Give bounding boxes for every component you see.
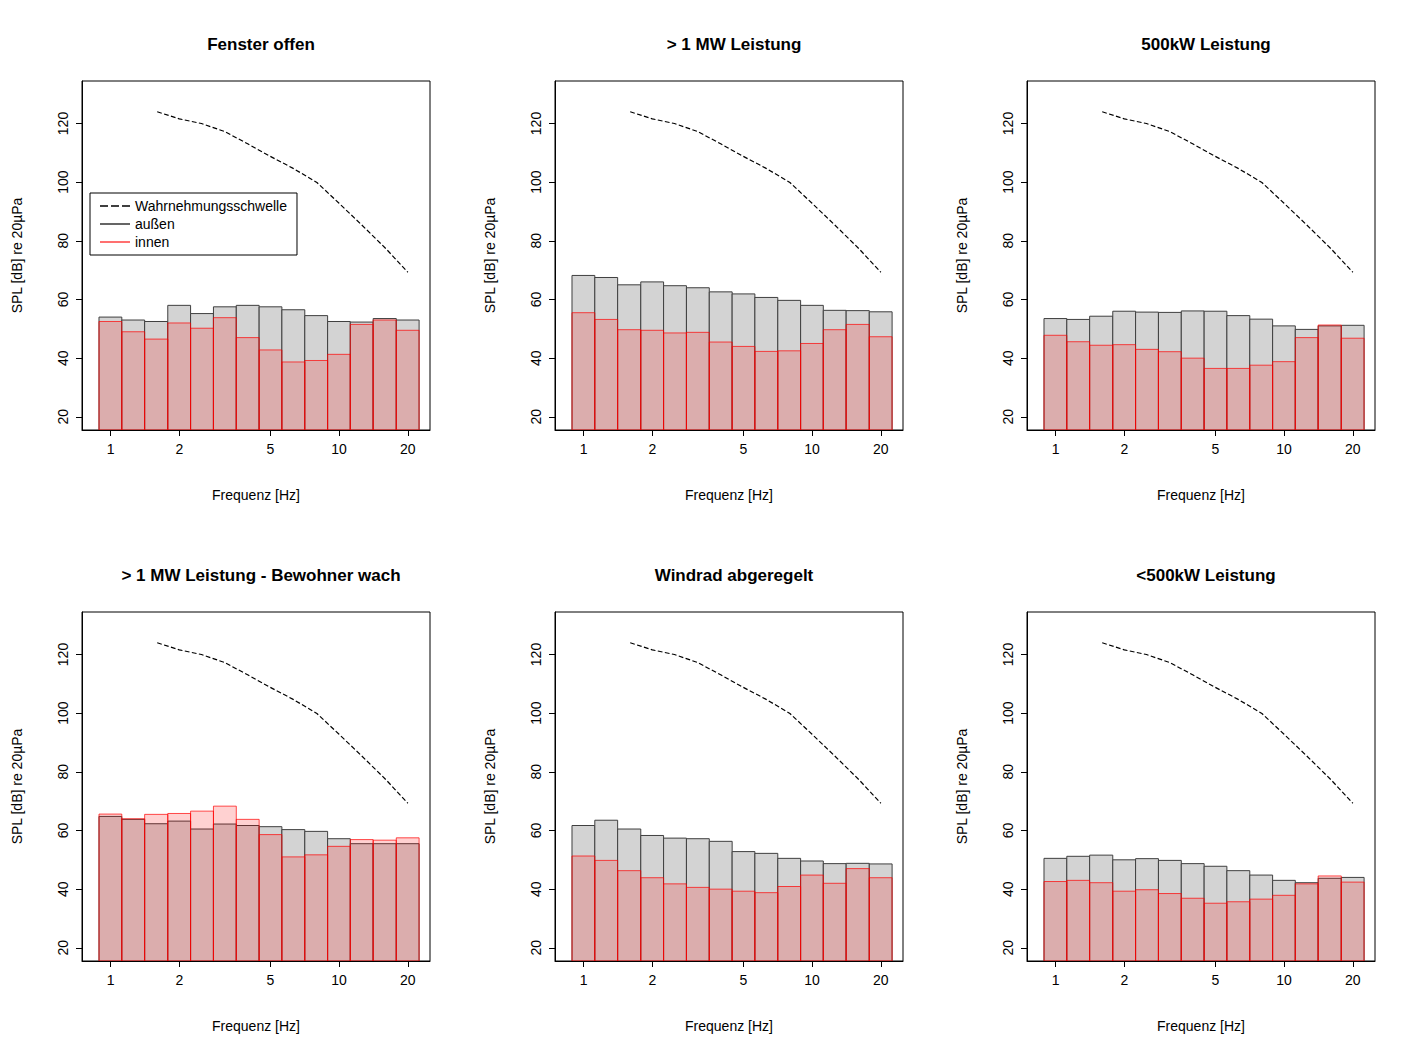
svg-text:100: 100: [1000, 170, 1016, 194]
svg-text:10: 10: [331, 972, 347, 988]
svg-text:100: 100: [55, 170, 71, 194]
svg-text:100: 100: [1000, 701, 1016, 725]
svg-text:120: 120: [55, 643, 71, 667]
svg-text:60: 60: [528, 291, 544, 307]
svg-text:20: 20: [400, 441, 416, 457]
svg-text:2: 2: [648, 972, 656, 988]
svg-text:Frequenz [Hz]: Frequenz [Hz]: [1157, 487, 1245, 503]
svg-text:40: 40: [55, 881, 71, 897]
svg-text:Frequenz [Hz]: Frequenz [Hz]: [212, 1018, 300, 1034]
svg-text:SPL [dB] re 20µPa: SPL [dB] re 20µPa: [9, 197, 25, 313]
svg-text:Wahrnehmungsschwelle: Wahrnehmungsschwelle: [135, 198, 287, 214]
svg-text:20: 20: [873, 441, 889, 457]
svg-text:5: 5: [739, 972, 747, 988]
svg-text:2: 2: [175, 441, 183, 457]
svg-text:1: 1: [107, 441, 115, 457]
svg-text:100: 100: [528, 701, 544, 725]
svg-text:10: 10: [331, 441, 347, 457]
svg-text:120: 120: [528, 112, 544, 136]
svg-text:1: 1: [1052, 441, 1060, 457]
svg-text:40: 40: [1000, 881, 1016, 897]
svg-text:> 1 MW Leistung - Bewohner wac: > 1 MW Leistung - Bewohner wach: [121, 566, 400, 585]
svg-text:10: 10: [1276, 441, 1292, 457]
svg-text:5: 5: [266, 972, 274, 988]
svg-text:1: 1: [107, 972, 115, 988]
svg-text:1: 1: [580, 972, 588, 988]
svg-text:2: 2: [1120, 972, 1128, 988]
svg-text:40: 40: [528, 350, 544, 366]
svg-text:40: 40: [55, 350, 71, 366]
svg-text:5: 5: [266, 441, 274, 457]
svg-text:innen: innen: [135, 234, 169, 250]
svg-text:> 1 MW Leistung: > 1 MW Leistung: [667, 35, 802, 54]
svg-text:500kW Leistung: 500kW Leistung: [1141, 35, 1270, 54]
svg-text:20: 20: [873, 972, 889, 988]
svg-text:20: 20: [400, 972, 416, 988]
svg-text:SPL [dB] re 20µPa: SPL [dB] re 20µPa: [482, 197, 498, 313]
svg-text:40: 40: [528, 881, 544, 897]
svg-text:20: 20: [528, 409, 544, 425]
svg-text:außen: außen: [135, 216, 175, 232]
svg-text:100: 100: [55, 701, 71, 725]
svg-text:20: 20: [1345, 972, 1361, 988]
svg-text:10: 10: [804, 441, 820, 457]
svg-text:60: 60: [528, 822, 544, 838]
svg-text:5: 5: [739, 441, 747, 457]
svg-text:10: 10: [1276, 972, 1292, 988]
svg-text:SPL [dB] re 20µPa: SPL [dB] re 20µPa: [954, 728, 970, 844]
svg-text:60: 60: [1000, 822, 1016, 838]
svg-text:SPL [dB] re 20µPa: SPL [dB] re 20µPa: [482, 728, 498, 844]
svg-text:Frequenz [Hz]: Frequenz [Hz]: [685, 1018, 773, 1034]
svg-text:20: 20: [55, 940, 71, 956]
svg-text:120: 120: [528, 643, 544, 667]
svg-text:Frequenz [Hz]: Frequenz [Hz]: [212, 487, 300, 503]
svg-text:80: 80: [528, 233, 544, 249]
svg-text:20: 20: [528, 940, 544, 956]
svg-text:60: 60: [55, 822, 71, 838]
svg-text:Frequenz [Hz]: Frequenz [Hz]: [1157, 1018, 1245, 1034]
svg-text:1: 1: [1052, 972, 1060, 988]
svg-text:Fenster offen: Fenster offen: [207, 35, 315, 54]
svg-text:60: 60: [55, 291, 71, 307]
svg-text:1: 1: [580, 441, 588, 457]
svg-text:2: 2: [648, 441, 656, 457]
svg-text:10: 10: [804, 972, 820, 988]
svg-text:120: 120: [55, 112, 71, 136]
svg-text:5: 5: [1211, 441, 1219, 457]
svg-text:80: 80: [528, 764, 544, 780]
svg-text:80: 80: [55, 233, 71, 249]
svg-text:Frequenz [Hz]: Frequenz [Hz]: [685, 487, 773, 503]
svg-text:40: 40: [1000, 350, 1016, 366]
svg-text:SPL [dB] re 20µPa: SPL [dB] re 20µPa: [954, 197, 970, 313]
svg-text:80: 80: [55, 764, 71, 780]
svg-text:2: 2: [175, 972, 183, 988]
svg-text:20: 20: [1345, 441, 1361, 457]
svg-text:2: 2: [1120, 441, 1128, 457]
svg-text:20: 20: [55, 409, 71, 425]
svg-text:80: 80: [1000, 764, 1016, 780]
svg-text:5: 5: [1211, 972, 1219, 988]
svg-text:60: 60: [1000, 291, 1016, 307]
svg-text:120: 120: [1000, 112, 1016, 136]
svg-text:SPL [dB] re 20µPa: SPL [dB] re 20µPa: [9, 728, 25, 844]
svg-text:<500kW Leistung: <500kW Leistung: [1136, 566, 1275, 585]
svg-text:Windrad abgeregelt: Windrad abgeregelt: [655, 566, 814, 585]
svg-text:120: 120: [1000, 643, 1016, 667]
svg-text:20: 20: [1000, 940, 1016, 956]
svg-text:20: 20: [1000, 409, 1016, 425]
svg-text:100: 100: [528, 170, 544, 194]
svg-text:80: 80: [1000, 233, 1016, 249]
